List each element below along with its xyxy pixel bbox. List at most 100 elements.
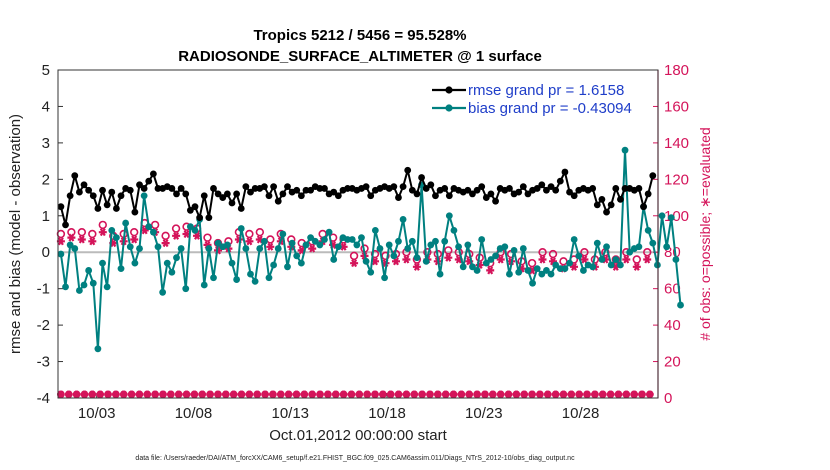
- bias-point: [293, 252, 301, 260]
- rmse-point: [635, 185, 643, 192]
- bias-point: [469, 263, 476, 271]
- bias-point: [399, 216, 407, 223]
- y-tick-label: -1: [37, 281, 50, 298]
- possible-obs-point: [161, 231, 170, 241]
- rmse-point: [237, 205, 245, 212]
- evaluated-obs-bottom-point: [575, 390, 583, 399]
- bias-point: [168, 268, 176, 276]
- bias-point: [464, 241, 472, 249]
- bias-point: [62, 283, 69, 291]
- rmse-point: [644, 190, 652, 198]
- y-tick-label: -3: [37, 354, 50, 371]
- bias-point: [200, 281, 208, 289]
- bias-point: [85, 267, 93, 274]
- legend: rmse grand pr = 1.6158 bias grand pr = -…: [430, 76, 650, 122]
- possible-obs-point: [632, 255, 641, 264]
- evaluated-obs-point: [140, 226, 149, 235]
- evaluated-obs-bottom-point: [489, 390, 497, 399]
- bias-point: [459, 263, 467, 271]
- evaluated-obs-bottom-point: [567, 390, 576, 399]
- bias-point: [307, 234, 315, 242]
- rmse-point: [140, 185, 148, 192]
- rmse-point: [556, 177, 564, 185]
- bias-point: [445, 212, 453, 220]
- evaluated-obs-point: [622, 255, 631, 264]
- evaluated-obs-point: [88, 237, 97, 246]
- chart-subtitle: RADIOSONDE_SURFACE_ALTIMETER @ 1 surface: [178, 48, 542, 65]
- y2-axis-label: # of obs: o=possible; ∗=evaluated: [697, 127, 713, 340]
- bias-point: [422, 257, 430, 265]
- y2-tick-label: 120: [664, 171, 689, 188]
- bias-point: [311, 237, 319, 245]
- possible-obs-point: [98, 220, 107, 230]
- evaluated-obs-point: [454, 255, 463, 264]
- evaluated-obs-point: [465, 257, 474, 266]
- rmse-point: [422, 185, 430, 192]
- bias-point: [163, 259, 171, 267]
- evaluated-obs-bottom-point: [418, 390, 426, 399]
- rmse-point: [228, 199, 236, 207]
- rmse-point: [149, 170, 157, 178]
- evaluated-obs-bottom-point: [57, 390, 65, 399]
- y-tick-label: 3: [42, 135, 50, 152]
- bias-point: [478, 236, 486, 243]
- rmse-point: [103, 201, 111, 209]
- rmse-point: [538, 181, 546, 189]
- rmse-point: [293, 186, 301, 194]
- rmse-point: [205, 214, 213, 222]
- rmse-point: [247, 188, 254, 196]
- bias-point: [265, 274, 273, 282]
- evaluated-obs-bottom-point: [559, 390, 568, 399]
- evaluated-obs-bottom-point: [182, 390, 191, 399]
- evaluated-obs-point: [538, 255, 547, 264]
- bias-point: [131, 259, 139, 267]
- rmse-point: [593, 201, 601, 209]
- rmse-point: [66, 192, 74, 200]
- evaluated-obs-bottom-point: [277, 390, 285, 399]
- evaluated-obs-point: [350, 259, 359, 268]
- possible-obs-point: [150, 220, 160, 230]
- rmse-point: [284, 183, 291, 191]
- bias-point: [626, 248, 634, 256]
- bias-point: [334, 243, 342, 251]
- plot-area: -4-3-2-101234502040608010012014016018010…: [37, 62, 689, 422]
- evaluated-obs-point: [172, 231, 181, 240]
- evaluated-obs-point: [255, 235, 264, 244]
- bias-point: [242, 245, 250, 252]
- bias-point: [325, 228, 333, 236]
- legend-rmse-label: rmse grand pr = 1.6158: [468, 82, 624, 99]
- bias-point: [279, 230, 287, 238]
- evaluated-obs-bottom-point: [151, 390, 159, 399]
- evaluated-obs-bottom-point: [551, 390, 560, 399]
- bias-point: [205, 245, 213, 252]
- bias-point: [270, 261, 278, 269]
- rmse-point: [265, 192, 273, 200]
- rmse-point: [233, 190, 241, 198]
- evaluated-obs-point: [486, 266, 495, 275]
- possible-obs-point: [527, 258, 537, 268]
- possible-obs-point: [580, 248, 589, 257]
- bias-point: [117, 265, 125, 273]
- evaluated-obs-bottom-point: [544, 390, 552, 399]
- evaluated-obs-bottom-point: [269, 390, 277, 399]
- possible-obs-point: [548, 249, 558, 259]
- bias-point: [644, 226, 652, 234]
- bias-point: [233, 276, 241, 283]
- rmse-point: [274, 197, 282, 205]
- rmse-point: [561, 168, 569, 176]
- evaluated-obs-point: [308, 244, 317, 253]
- evaluated-obs-bottom-point: [324, 390, 332, 399]
- evaluated-obs-point: [643, 255, 652, 264]
- bias-point: [561, 265, 569, 273]
- evaluated-obs-bottom-point: [332, 390, 340, 399]
- rmse-point: [177, 185, 185, 192]
- y-tick-label: 4: [42, 98, 50, 115]
- rmse-point: [533, 185, 541, 192]
- rmse-point: [612, 185, 620, 192]
- possible-obs-point: [88, 229, 97, 239]
- bias-point: [524, 267, 532, 274]
- evaluated-obs-bottom-point: [496, 390, 505, 399]
- rmse-point: [297, 192, 305, 200]
- evaluated-obs-point: [109, 239, 118, 248]
